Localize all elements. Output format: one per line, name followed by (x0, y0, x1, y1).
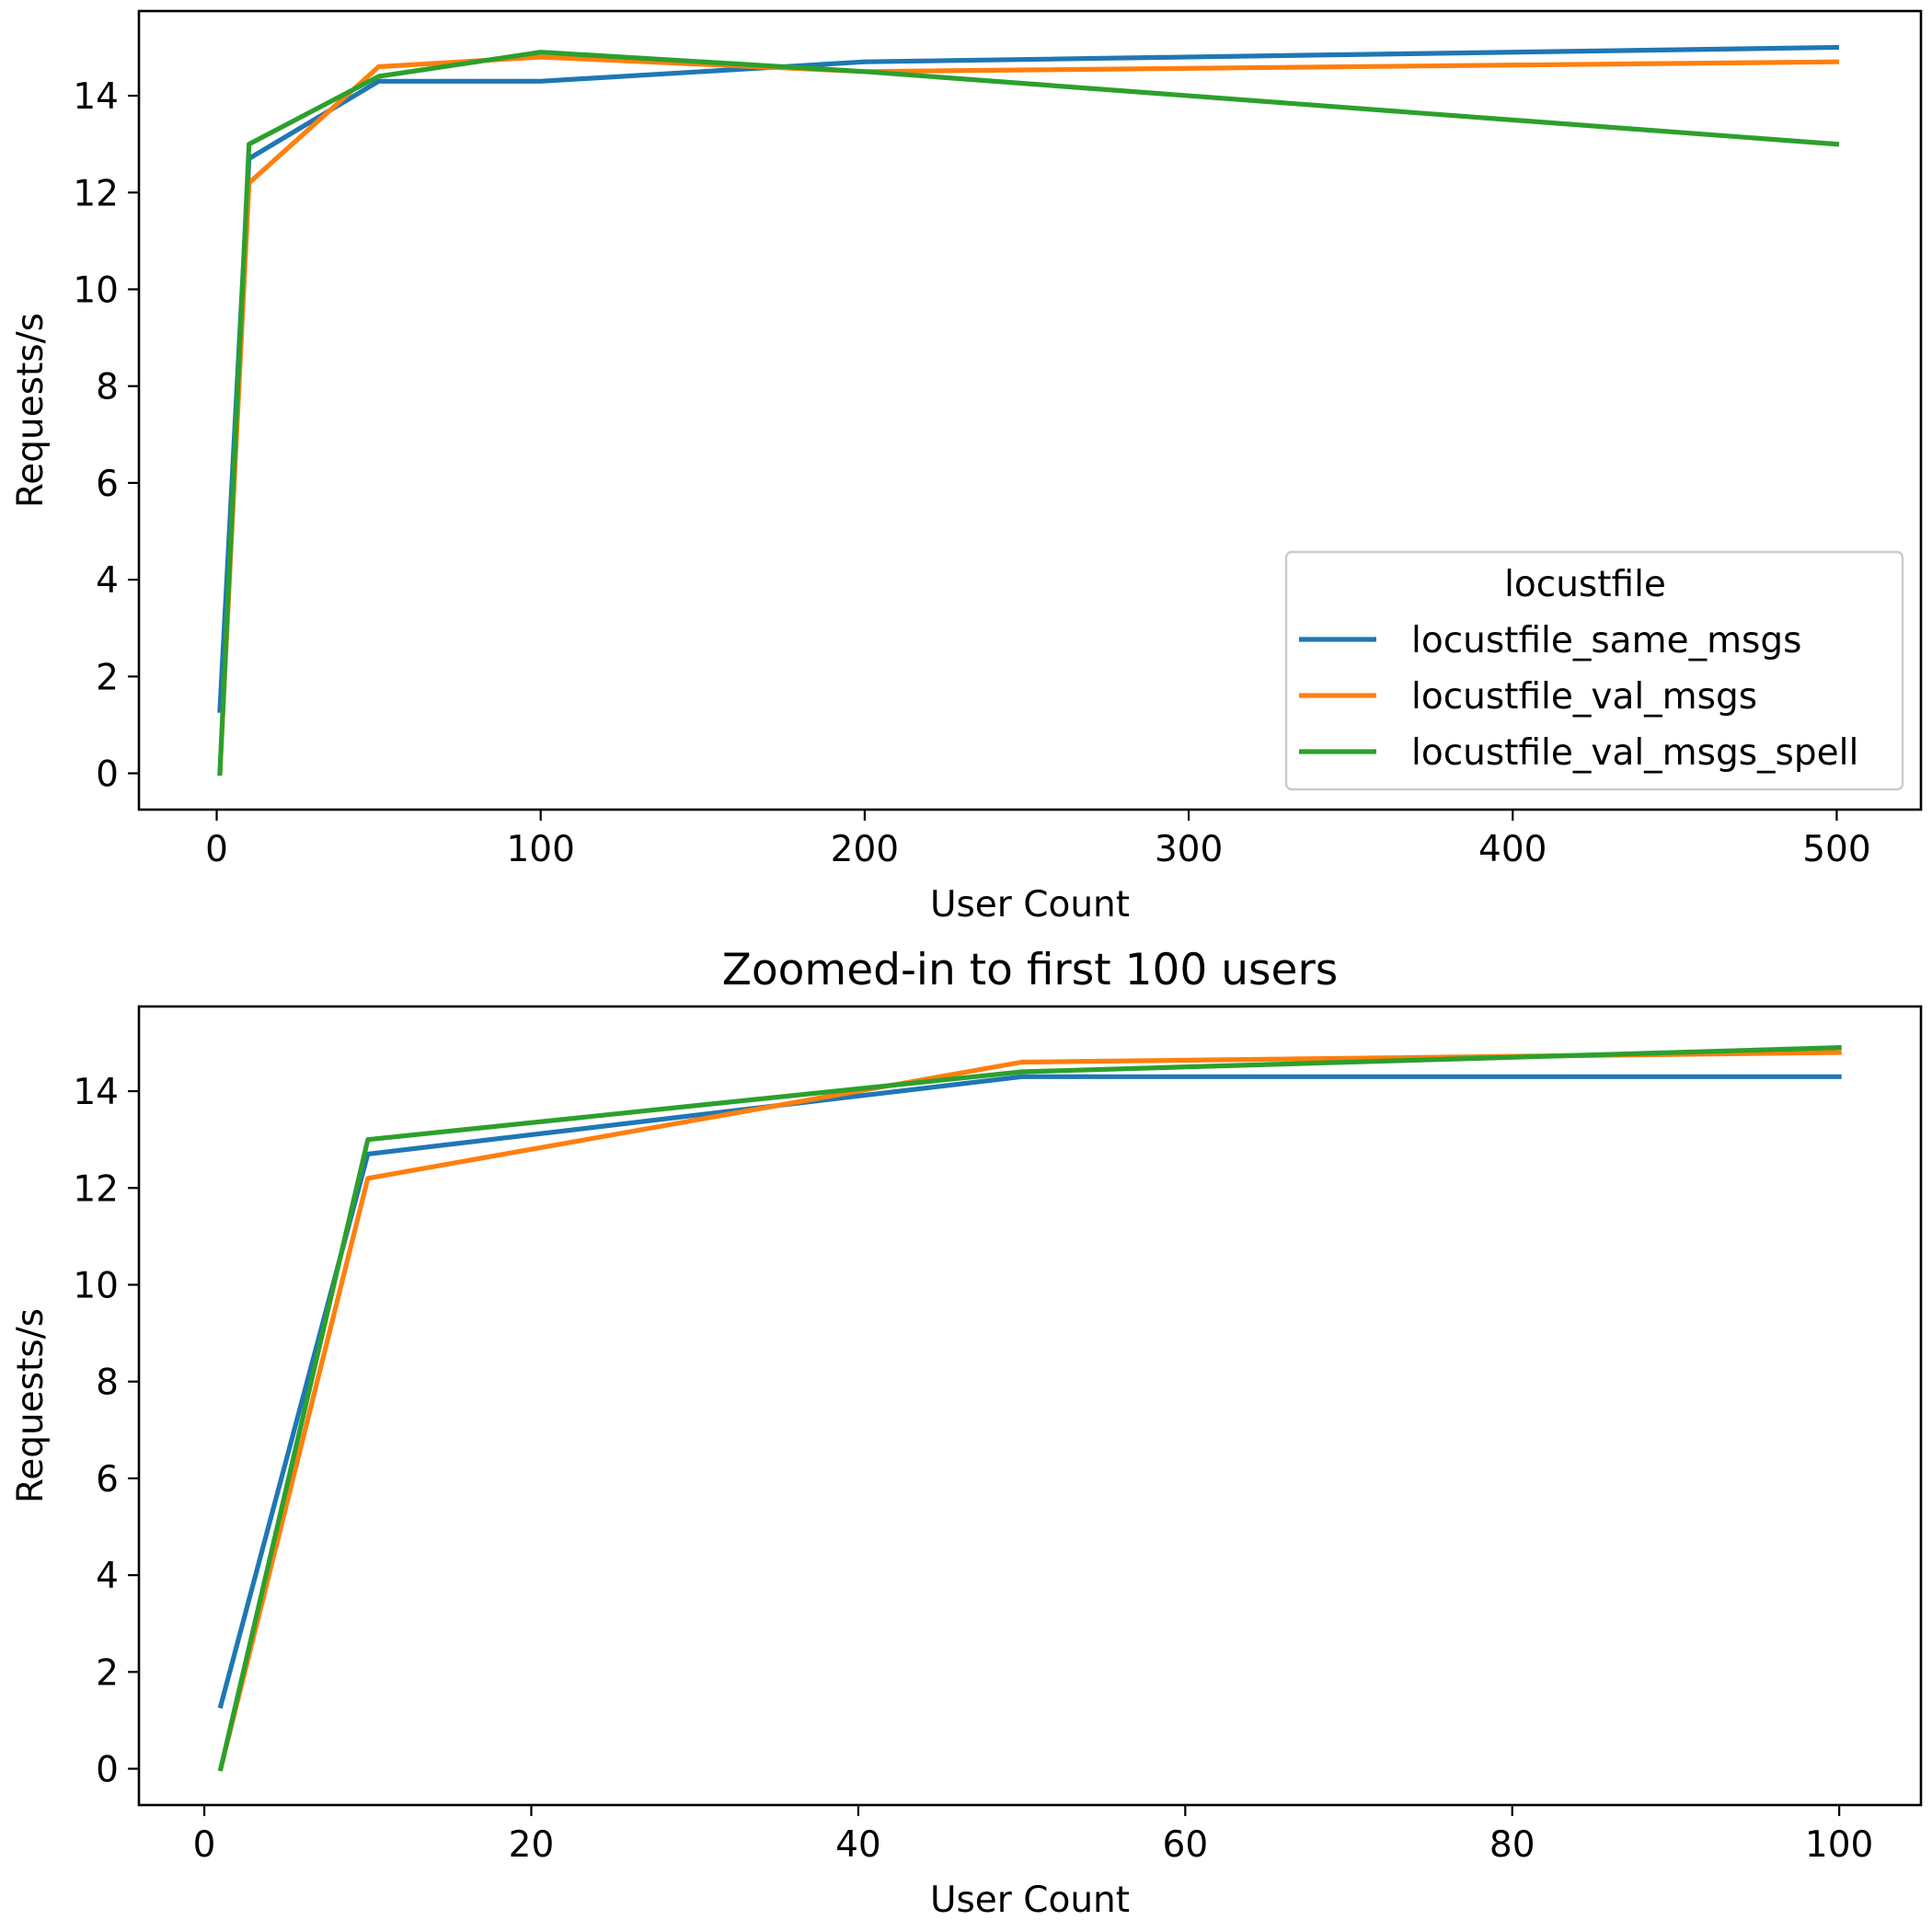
y-tick-label: 2 (96, 1652, 119, 1694)
chart-2: 0 20 40 60 80 100 0 2 4 6 8 10 12 14 User Count Request… (10, 945, 1923, 1921)
y-tick-label: 0 (96, 1750, 119, 1791)
x-axis-label: User Count (930, 1880, 1130, 1921)
x-tick-label: 60 (1163, 1824, 1209, 1866)
series-line-series-1 (217, 1074, 1842, 1709)
x-tick-label: 100 (506, 829, 574, 870)
x-tick-label: 500 (1802, 829, 1870, 870)
x-tick-label: 200 (831, 829, 899, 870)
y-tick-label: 4 (96, 1556, 119, 1597)
legend-label: locustfile_same_msgs (1411, 620, 1801, 661)
x-tick-label: 100 (1805, 1824, 1873, 1866)
y-tick-label: 6 (96, 1459, 119, 1501)
y-tick-label: 12 (73, 173, 119, 214)
y-tick-label: 8 (96, 367, 119, 408)
legend-label: locustfile_val_msgs (1411, 676, 1757, 718)
y-tick-label: 4 (96, 560, 119, 602)
x-tick-label: 20 (509, 1824, 555, 1866)
legend-box (1284, 550, 1904, 791)
y-tick-label: 2 (96, 657, 119, 698)
series-line-series-2 (217, 1050, 1842, 1772)
x-tick-label: 400 (1478, 829, 1547, 870)
x-tick-label: 0 (193, 1824, 216, 1866)
y-tick-label: 14 (73, 76, 119, 118)
y-axis-label: Requests/s (10, 1308, 52, 1503)
y-tick-label: 14 (73, 1072, 119, 1113)
chart-1: 0 100 200 300 400 500 0 2 4 6 8 10 12 14 User Count Req… (10, 9, 1923, 926)
chart-title: Zoomed-in to first 100 users (722, 945, 1339, 995)
y-tick-label: 10 (73, 270, 119, 311)
legend-label: locustfile_val_msgs_spell (1411, 732, 1858, 774)
y-tick-label: 10 (73, 1265, 119, 1306)
legend-title: locustfile (1504, 564, 1666, 605)
plot-frame (137, 9, 1923, 811)
y-tick-label: 12 (73, 1168, 119, 1210)
x-tick-label: 80 (1489, 1824, 1535, 1866)
series-line-series-3 (217, 1045, 1842, 1772)
series-line-locustfile_val_msgs_spell (217, 50, 1840, 776)
plot-frame (137, 1005, 1923, 1807)
y-tick-label: 8 (96, 1363, 119, 1404)
x-tick-label: 40 (835, 1824, 881, 1866)
y-tick-label: 0 (96, 754, 119, 796)
y-axis-label: Requests/s (10, 313, 52, 508)
legend: locustfile locustfile_same_msgs locustfile… (1284, 550, 1904, 791)
x-tick-label: 0 (205, 829, 228, 870)
x-axis-label: User Count (930, 884, 1130, 926)
x-tick-label: 300 (1155, 829, 1223, 870)
y-tick-label: 6 (96, 464, 119, 505)
